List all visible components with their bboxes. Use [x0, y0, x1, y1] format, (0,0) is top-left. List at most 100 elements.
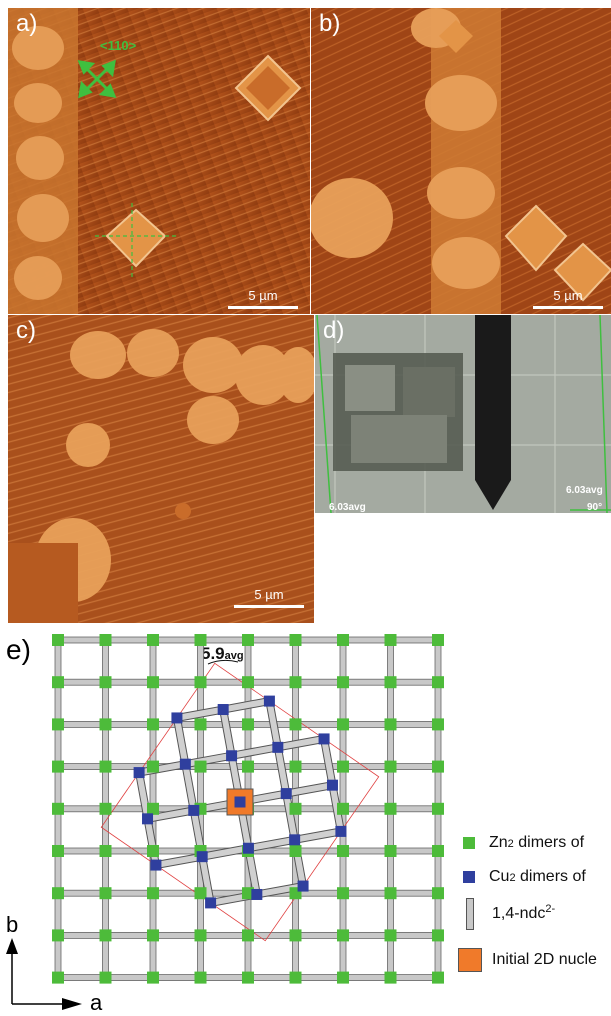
linker-h: [390, 847, 439, 855]
zn-dimer-node: [147, 845, 159, 857]
afm-panel-c: c) 5 µm: [8, 315, 314, 623]
zn-dimer-node: [384, 887, 397, 900]
cu-dimer-node: [289, 834, 301, 846]
zn-dimer-node: [99, 676, 112, 689]
cu-dimer-node: [142, 813, 154, 825]
zn-dimer-node: [147, 802, 159, 815]
linker-v: [54, 681, 62, 725]
linker-v: [149, 639, 157, 683]
zn-dimer-node: [99, 718, 112, 731]
linker-v: [434, 892, 442, 936]
linker-h: [105, 721, 154, 728]
linker-h: [57, 678, 106, 686]
cu-linker: [321, 738, 336, 786]
afm-panel-b: b) 5 µm: [311, 8, 611, 314]
cu-linker: [136, 772, 151, 820]
zn-dimer-node: [337, 929, 349, 942]
cu-linker: [266, 700, 281, 748]
linker-v: [102, 681, 109, 725]
angle-subscript: avg: [224, 650, 244, 662]
panel-label-a: a): [16, 10, 38, 37]
angle-label-scheme: 5.9avg: [201, 644, 244, 664]
zn-dimer-node: [337, 718, 349, 731]
legend-swatch-ndc: [466, 898, 474, 930]
linker-h: [295, 931, 344, 939]
zn-dimer-node: [337, 971, 349, 984]
linker-v: [102, 850, 109, 894]
linker-h: [390, 805, 439, 813]
zn-dimer-node: [384, 802, 397, 815]
zn-dimer-node: [194, 929, 207, 942]
linker-h: [200, 636, 249, 644]
zn-dimer-node: [289, 845, 302, 857]
linker-h: [342, 974, 391, 982]
axis-label-a: a: [90, 990, 103, 1015]
linker-h: [105, 636, 154, 644]
linker-v: [102, 766, 109, 810]
zn-dimer-node: [194, 887, 207, 900]
linker-v: [149, 724, 157, 768]
zn-dimer-node: [289, 676, 302, 689]
zn-dimer-node: [337, 760, 349, 773]
optical-image-d: [315, 315, 611, 513]
linker-v: [434, 808, 442, 852]
linker-h: [57, 763, 106, 771]
zn-dimer-node: [432, 929, 444, 942]
linker-h: [57, 889, 106, 897]
zn-dimer-node: [337, 676, 349, 689]
linker-v: [387, 766, 394, 810]
zn-dimer-node: [52, 887, 64, 900]
cu-linker: [146, 807, 195, 822]
linker-v: [434, 766, 442, 810]
angle-label-left: 6.03avg: [329, 502, 366, 513]
scale-bar-c: [234, 605, 304, 608]
angle-label-right: 6.03avg: [566, 485, 603, 496]
linker-h: [247, 974, 296, 982]
zn-dimer-node: [147, 634, 159, 646]
linker-v: [339, 639, 347, 683]
cu-linker: [285, 782, 334, 797]
cu-dimer-node: [150, 859, 162, 871]
linker-h: [57, 805, 106, 813]
linker-v: [387, 850, 394, 894]
zn-dimer-node: [99, 760, 112, 773]
linker-h: [105, 889, 154, 897]
zn-dimer-node: [52, 634, 64, 646]
zn-dimer-node: [52, 971, 64, 984]
linker-h: [152, 847, 201, 855]
angle-arc: [207, 659, 239, 665]
zn-dimer-node: [432, 760, 444, 773]
scale-label-a: 5 µm: [248, 288, 278, 303]
linker-v: [54, 639, 62, 683]
cu-linker: [199, 856, 214, 904]
zn-dimer-node: [99, 845, 112, 857]
angle-label-corner: 90°: [587, 502, 603, 513]
linker-v: [339, 681, 347, 725]
cu-dimer-node: [251, 888, 263, 900]
direction-label: <110>: [100, 38, 137, 53]
zn-dimer-node: [52, 760, 64, 773]
linker-h: [342, 721, 391, 728]
cu-dimer-node: [133, 767, 145, 779]
linker-h: [152, 931, 201, 939]
linker-v: [197, 639, 204, 683]
linker-v: [292, 639, 299, 683]
linker-h: [200, 931, 249, 939]
cu-dimer-node: [234, 796, 246, 808]
zn-dimer-node: [242, 887, 254, 900]
cu-linker: [173, 717, 189, 765]
linker-h: [105, 847, 154, 855]
linker-v: [149, 681, 157, 725]
zn-dimer-node: [194, 718, 207, 731]
zn-dimer-node: [432, 718, 444, 731]
linker-v: [244, 724, 252, 768]
afm-panel-a: a) <110> 5 µm: [8, 8, 310, 314]
scale-label-b: 5 µm: [553, 288, 583, 303]
linker-v: [339, 892, 347, 936]
linker-v: [434, 639, 442, 683]
zn-dimer-node: [99, 887, 112, 900]
zn-dimer-node: [432, 845, 444, 857]
cu-dimer-node: [263, 695, 275, 707]
linker-h: [247, 678, 296, 686]
linker-v: [387, 724, 394, 768]
